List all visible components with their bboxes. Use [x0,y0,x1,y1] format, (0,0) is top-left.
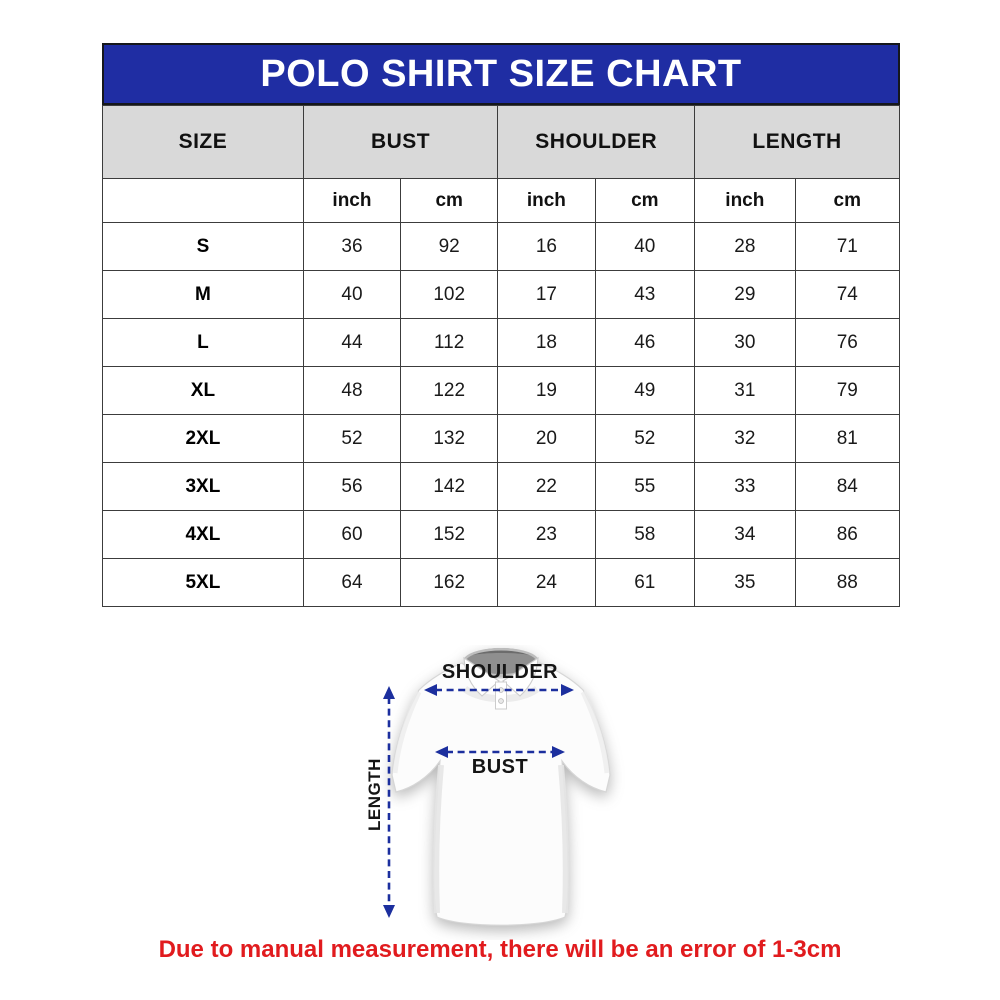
value-cell: 58 [594,510,696,559]
value-cell: 30 [694,318,796,367]
measurement-diagram: SHOULDER BUST LENGTH [355,645,645,940]
value-cell: 102 [400,270,499,319]
value-cell: 29 [694,270,796,319]
size-cell: L [102,318,304,367]
value-cell: 132 [400,414,499,463]
unit-blank-cell [102,178,304,223]
unit-cell: inch [694,178,796,223]
value-cell: 17 [497,270,596,319]
col-header-shoulder: SHOULDER [497,105,696,179]
table-row: 4XL 60 152 23 58 34 86 [102,510,901,559]
value-cell: 112 [400,318,499,367]
value-cell: 40 [302,270,402,319]
size-cell: 2XL [102,414,304,463]
measurement-disclaimer: Due to manual measurement, there will be… [158,936,842,963]
shoulder-label: SHOULDER [441,661,559,683]
button-icon [498,698,504,704]
chart-title-bar: POLO SHIRT SIZE CHART [102,43,900,105]
value-cell: 19 [497,366,596,415]
value-cell: 36 [302,222,402,271]
table-row: 2XL 52 132 20 52 32 81 [102,414,901,463]
value-cell: 81 [794,414,901,463]
size-cell: 4XL [102,510,304,559]
value-cell: 35 [694,558,796,607]
value-cell: 49 [594,366,696,415]
value-cell: 52 [302,414,402,463]
value-cell: 33 [694,462,796,511]
table-header-row: SIZE BUST SHOULDER LENGTH [102,105,900,179]
page-title: POLO SHIRT SIZE CHART [260,52,742,95]
size-cell: XL [102,366,304,415]
value-cell: 48 [302,366,402,415]
value-cell: 88 [794,558,901,607]
length-arrow-icon [383,686,395,918]
value-cell: 60 [302,510,402,559]
unit-cell: cm [794,178,901,223]
polo-shirt-illustration [383,648,611,926]
bust-arrow-icon [435,746,565,758]
bust-label: BUST [471,756,529,778]
value-cell: 20 [497,414,596,463]
col-header-length: LENGTH [694,105,900,179]
value-cell: 152 [400,510,499,559]
size-cell: M [102,270,304,319]
value-cell: 76 [794,318,901,367]
value-cell: 40 [594,222,696,271]
col-header-bust: BUST [302,105,499,179]
table-unit-row: inch cm inch cm inch cm [102,178,901,223]
value-cell: 22 [497,462,596,511]
size-cell: 3XL [102,462,304,511]
value-cell: 142 [400,462,499,511]
value-cell: 18 [497,318,596,367]
table-row: S 36 92 16 40 28 71 [102,222,901,271]
value-cell: 162 [400,558,499,607]
shoulder-arrow-icon [424,684,574,696]
value-cell: 32 [694,414,796,463]
table-row: 3XL 56 142 22 55 33 84 [102,462,901,511]
value-cell: 43 [594,270,696,319]
value-cell: 61 [594,558,696,607]
value-cell: 64 [302,558,402,607]
value-cell: 44 [302,318,402,367]
unit-cell: inch [302,178,402,223]
unit-cell: cm [594,178,696,223]
table-row: XL 48 122 19 49 31 79 [102,366,901,415]
size-cell: S [102,222,304,271]
value-cell: 74 [794,270,901,319]
value-cell: 34 [694,510,796,559]
value-cell: 16 [497,222,596,271]
value-cell: 46 [594,318,696,367]
col-header-size: SIZE [102,105,304,179]
value-cell: 79 [794,366,901,415]
length-label: LENGTH [365,758,384,831]
table-row: L 44 112 18 46 30 76 [102,318,901,367]
value-cell: 23 [497,510,596,559]
value-cell: 92 [400,222,499,271]
polo-shirt-graphic [391,648,611,926]
value-cell: 55 [594,462,696,511]
value-cell: 52 [594,414,696,463]
value-cell: 86 [794,510,901,559]
table-row: M 40 102 17 43 29 74 [102,270,901,319]
unit-cell: cm [400,178,499,223]
value-cell: 24 [497,558,596,607]
value-cell: 56 [302,462,402,511]
size-chart: POLO SHIRT SIZE CHART SIZE BUST SHOULDER… [102,43,901,607]
size-cell: 5XL [102,558,304,607]
value-cell: 28 [694,222,796,271]
table-row: 5XL 64 162 24 61 35 88 [102,558,901,607]
size-table: SIZE BUST SHOULDER LENGTH inch cm inch c… [102,105,901,607]
unit-cell: inch [497,178,596,223]
value-cell: 84 [794,462,901,511]
value-cell: 31 [694,366,796,415]
value-cell: 71 [794,222,901,271]
value-cell: 122 [400,366,499,415]
